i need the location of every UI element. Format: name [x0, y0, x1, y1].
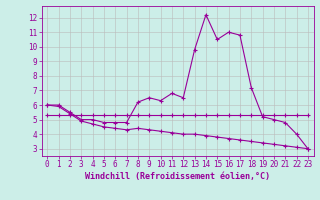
X-axis label: Windchill (Refroidissement éolien,°C): Windchill (Refroidissement éolien,°C) — [85, 172, 270, 181]
